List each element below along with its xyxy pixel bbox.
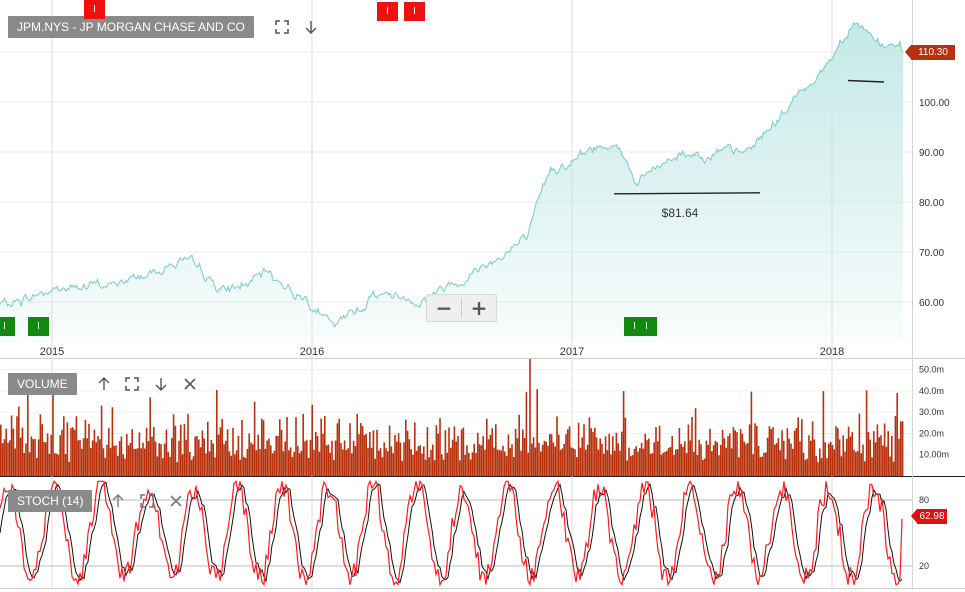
price-tick-label: 100.00 [919,98,950,109]
arrow-down-icon[interactable] [303,19,319,35]
expand-icon[interactable] [124,376,140,392]
volume-bars [0,359,904,476]
arrow-down-icon[interactable] [153,376,169,392]
price-tick-label: 70.00 [919,248,944,259]
x-tick-label: 2015 [40,346,64,358]
volume-tick-label: 50.0m [919,365,944,375]
expand-icon[interactable] [274,19,290,35]
stoch-panel-label[interactable]: STOCH (14) [8,490,93,512]
volume-tick-label: 20.0m [919,428,944,438]
arrow-up-icon[interactable] [96,376,112,392]
event-marker-green[interactable]: I [28,317,49,336]
stoch-value-badge: 62.98 [911,509,947,524]
x-tick-label: 2016 [300,346,324,358]
close-icon[interactable] [182,376,198,392]
close-icon[interactable] [168,493,184,509]
stoch-tick-label: 20 [919,561,929,571]
event-marker-green[interactable]: I [636,317,657,336]
price-tick-label: 90.00 [919,148,944,159]
price-area [0,22,903,343]
event-marker-red[interactable]: I [404,2,425,21]
volume-tick-label: 30.0m [919,407,944,417]
zoom-in-button[interactable]: + [470,296,488,320]
expand-icon[interactable] [139,493,155,509]
symbol-title[interactable]: JPM.NYS - JP MORGAN CHASE AND CO [8,16,254,38]
zoom-out-button[interactable]: − [435,296,453,320]
event-marker-red[interactable]: I [377,2,398,21]
x-tick-label: 2018 [820,346,844,358]
zoom-divider [461,298,462,318]
zoom-control: − + [426,294,497,322]
event-marker-green[interactable]: I [0,317,15,336]
price-line [0,21,903,329]
last-price-badge: 110.30 [905,45,955,60]
x-tick-label: 2017 [560,346,584,358]
stoch-tick-label: 80 [919,495,929,505]
price-tick-label: 60.00 [919,298,944,309]
arrow-up-icon[interactable] [110,493,126,509]
trendline [847,79,885,83]
volume-panel-label[interactable]: VOLUME [8,373,77,395]
price-tick-label: 80.00 [919,198,944,209]
volume-tick-label: 10.00m [919,450,949,460]
trendline [613,192,761,195]
volume-tick-label: 40.0m [919,386,944,396]
event-marker-red[interactable]: I [84,0,105,19]
annotation-label: $81.64 [662,206,699,220]
